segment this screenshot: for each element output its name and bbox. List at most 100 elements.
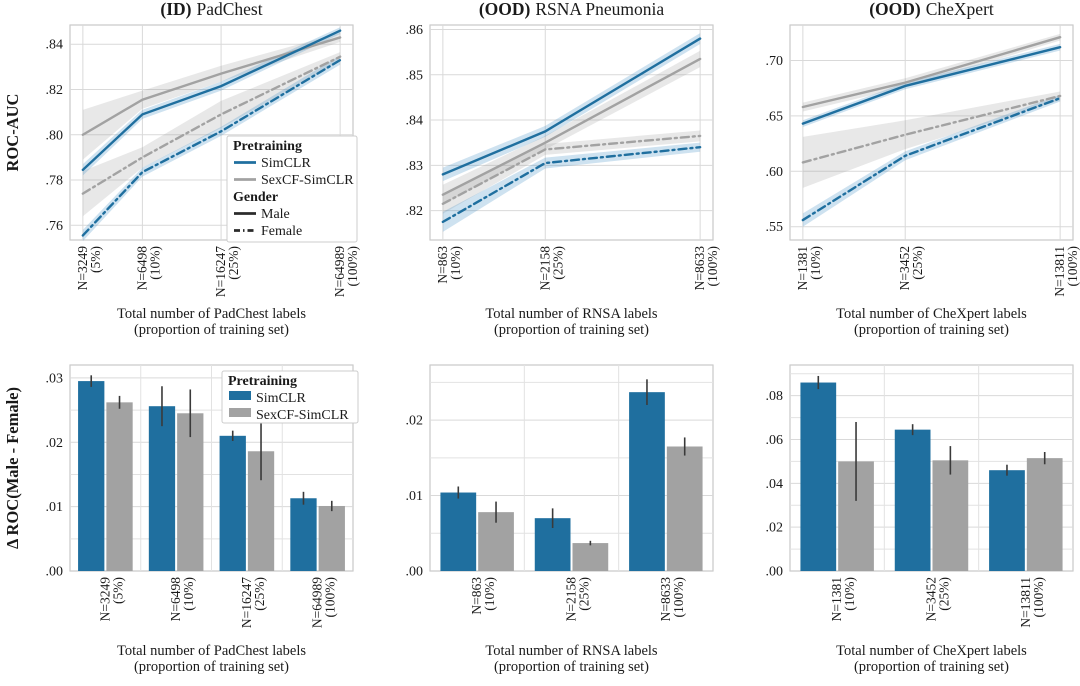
y-tick-label: .06: [766, 433, 784, 448]
y-tick-label: .04: [766, 477, 784, 492]
bottom-row: .00 .01 .02 .03 N=3249(5%) N=6498(10%) N=16247…: [0, 343, 1080, 686]
y-tick-label: .00: [766, 565, 784, 580]
x-tick-label: N=13811(100%): [1052, 246, 1080, 297]
x-tick-label: N=1381(10%): [829, 577, 857, 621]
series-line-sexcf-simclr-male: [81, 36, 342, 136]
panel-title: (ID) PadChest: [160, 0, 262, 19]
y-tick-label: .02: [46, 436, 64, 451]
x-axis-label: Total number of CheXpert labels: [836, 643, 1027, 659]
panel-rsna-bar: .00 .01 .02 N=863(10%) N=2158(25%) N=8633(100…: [360, 343, 720, 686]
x-axis-label: (proportion of training set): [134, 659, 289, 675]
x-tick-label: N=6498(10%): [168, 577, 196, 622]
panel-padchest-bar: .00 .01 .02 .03 N=3249(5%) N=6498(10%) N=16247…: [0, 343, 360, 686]
series-line-sexcf-simclr-male: [441, 57, 702, 196]
series-line-sexcf-simclr-male: [801, 35, 1062, 109]
legend-patch-swatch-icon: [229, 391, 251, 400]
chexpert_line-svg: .55 .60 .65 .70 N=1381(10%) N=3452(25%) N=1381…: [766, 0, 1080, 338]
padchest_line-svg: .76 .78 .80 .82 .84 N=3249(5%) N=6498(10%) N=16…: [3, 0, 360, 338]
plot-area: [429, 24, 714, 241]
x-tick-label: N=3452(25%): [924, 577, 952, 621]
series-line-sexcf-simclr-female: [81, 55, 342, 195]
bar-sexcf-simclr-0: [106, 402, 133, 571]
top-row: .76 .78 .80 .82 .84 N=3249(5%) N=6498(10%) N=16…: [0, 0, 1080, 343]
x-tick-label: N=2158(25%): [537, 246, 565, 291]
legend-label: SimCLR: [261, 156, 311, 171]
bar-sexcf-simclr-2: [666, 446, 703, 571]
y-tick-label: .01: [406, 489, 424, 504]
plot-area: [429, 364, 714, 572]
y-tick-label: .60: [766, 165, 784, 180]
bar-simclr-2: [219, 435, 246, 571]
y-tick-label: .85: [406, 68, 424, 83]
y-tick-label: .80: [46, 128, 64, 143]
y-axis-label: ROC-AUC: [3, 94, 22, 172]
x-tick-label: N=64989(100%): [310, 577, 338, 628]
panel-chexpert-bar: .00 .02 .04 .06 .08 N=1381(10%) N=3452(25%) N=1…: [720, 343, 1080, 686]
bar-sexcf-simclr-1: [572, 543, 609, 571]
confidence-band: [82, 27, 341, 176]
legend-label: Female: [261, 224, 302, 239]
y-tick-label: .84: [406, 114, 424, 129]
y-tick-label: .78: [46, 174, 64, 189]
series-line-sexcf-simclr-female: [801, 94, 1062, 164]
y-tick-label: .86: [406, 23, 424, 38]
legend-label: SexCF-SimCLR: [261, 173, 354, 188]
confidence-band: [802, 43, 1061, 127]
y-tick-label: .70: [766, 54, 784, 69]
x-axis-label: (proportion of training set): [854, 659, 1009, 675]
x-axis-label: (proportion of training set): [134, 322, 289, 338]
y-tick-label: .00: [46, 565, 64, 580]
x-tick-label: N=16247(25%): [239, 577, 267, 628]
bar-simclr-3: [290, 498, 317, 571]
bar-simclr-0: [78, 381, 105, 571]
y-tick-label: .83: [406, 159, 424, 174]
rsna_line-svg: .82 .83 .84 .85 .86 N=863(10%) N=2158(25%) N=86…: [406, 0, 721, 338]
panel-chexpert-line: .55 .60 .65 .70 N=1381(10%) N=3452(25%) N=1381…: [720, 0, 1080, 343]
bar-sexcf-simclr-3: [318, 505, 345, 571]
x-axis-label: Total number of CheXpert labels: [836, 306, 1027, 322]
plot-area: [789, 364, 1074, 572]
bar-simclr-1: [148, 406, 176, 571]
chexpert_bar-svg: .00 .02 .04 .06 .08 N=1381(10%) N=3452(25%) N=1…: [766, 364, 1074, 675]
x-axis-label: Total number of RNSA labels: [485, 306, 658, 322]
x-tick-label: N=2158(25%): [564, 577, 592, 622]
bar-simclr-0: [800, 382, 837, 571]
x-tick-label: N=64989(100%): [332, 246, 360, 297]
confidence-band: [82, 52, 341, 217]
y-tick-label: .03: [46, 371, 64, 386]
legend-header: Pretraining: [228, 374, 297, 389]
x-axis-label: Total number of PadChest labels: [117, 306, 306, 322]
legend-patch-swatch-icon: [229, 408, 251, 417]
bar-sexcf-simclr-1: [932, 460, 969, 571]
x-axis-label: Total number of PadChest labels: [117, 643, 306, 659]
x-tick-label: N=1381(10%): [795, 246, 823, 290]
x-tick-label: N=863(10%): [435, 246, 463, 284]
x-tick-label: N=3452(25%): [897, 246, 925, 290]
confidence-band: [442, 33, 701, 182]
series-line-simclr-female: [81, 58, 342, 237]
panel-title: (OOD) RSNA Pneumonia: [479, 0, 665, 19]
y-tick-label: .55: [766, 220, 784, 235]
x-tick-label: N=3249(5%): [97, 577, 125, 622]
bar-simclr-2: [629, 392, 665, 571]
series-line-simclr-female: [801, 96, 1062, 222]
legend-header: Gender: [233, 190, 278, 205]
padchest_bar-svg: .00 .01 .02 .03 N=3249(5%) N=6498(10%) N=16247…: [3, 364, 359, 675]
bar-sexcf-simclr-1: [177, 413, 204, 571]
x-tick-label: N=3249(5%): [75, 246, 103, 291]
series-line-simclr-male: [441, 37, 702, 176]
y-axis-label: Δ ROC(Male - Female): [3, 387, 22, 549]
y-tick-label: .08: [766, 389, 784, 404]
panel-padchest-line: .76 .78 .80 .82 .84 N=3249(5%) N=6498(10%) N=16…: [0, 0, 360, 343]
x-axis-label: (proportion of training set): [854, 322, 1009, 338]
series-line-simclr-male: [81, 29, 342, 172]
panel-title: (OOD) CheXpert: [869, 0, 994, 19]
bar-simclr-1: [894, 429, 931, 571]
x-tick-label: N=6498(10%): [134, 246, 162, 291]
bar-simclr-0: [440, 492, 477, 571]
legend-label: Male: [261, 207, 290, 222]
x-tick-label: N=8633(100%): [658, 577, 686, 622]
x-tick-label: N=863(10%): [469, 577, 497, 615]
y-tick-label: .02: [766, 521, 784, 536]
